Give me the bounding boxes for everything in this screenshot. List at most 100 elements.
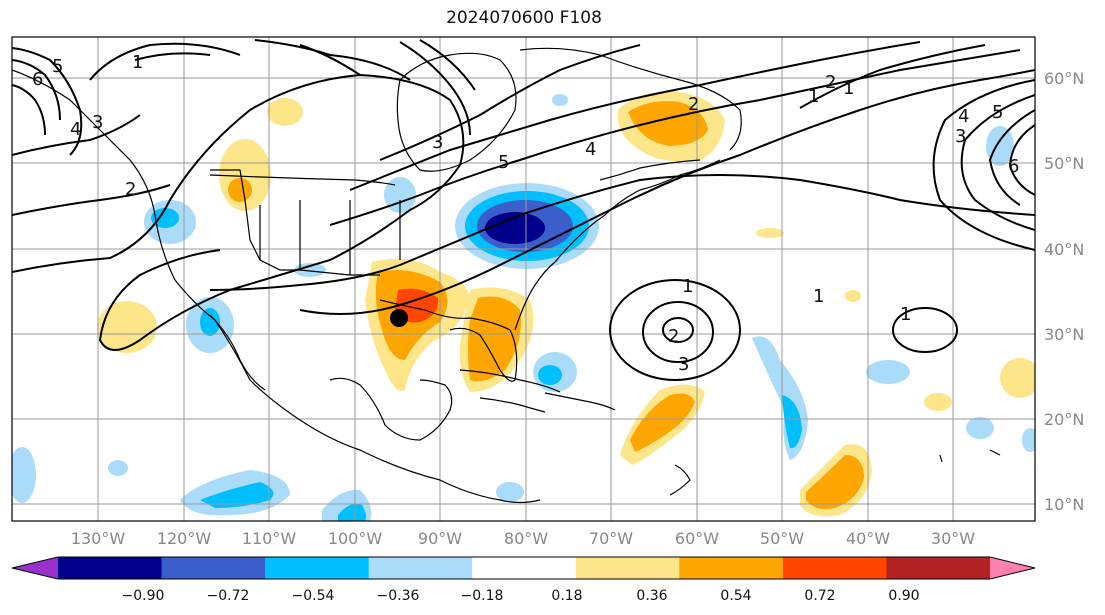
contour-label: 1	[682, 276, 693, 297]
colorbar-cell	[782, 557, 887, 579]
lat-label: 50°N	[1044, 154, 1084, 173]
lon-label: 130°W	[71, 529, 126, 548]
neg-anomaly-small-b	[496, 482, 524, 502]
contour-label: 4	[585, 139, 596, 160]
colorbar-cell	[472, 557, 577, 579]
contour-label: 5	[498, 152, 509, 173]
contour-label: 1	[843, 78, 854, 99]
lat-label: 60°N	[1044, 69, 1084, 88]
lat-label: 10°N	[1044, 495, 1084, 514]
colorbar-cell	[886, 557, 991, 579]
map-frame	[11, 36, 1036, 522]
lon-label: 90°W	[418, 529, 462, 548]
contour-label: 3	[432, 132, 443, 153]
pos-anomaly-small-b	[845, 290, 861, 302]
longitude-labels: 130°W 120°W 110°W 100°W 90°W 80°W 70°W 6…	[71, 529, 975, 548]
contour-label: 1	[808, 86, 819, 107]
contour-label: 3	[955, 126, 966, 147]
colorbar-cell	[368, 557, 473, 579]
lon-label: 40°W	[846, 529, 890, 548]
neg-anomaly-baja	[200, 308, 220, 336]
colorbar-tick: 0.72	[804, 588, 835, 604]
lon-label: 110°W	[242, 529, 297, 548]
neg-anomaly-small-f	[552, 94, 568, 106]
colorbar-cells	[12, 557, 1035, 579]
contour-label: 1	[900, 304, 911, 325]
colorbar-extend-low	[12, 557, 58, 579]
neg-anomaly-small-c	[866, 360, 910, 384]
colorbar-labels: −0.90 −0.72 −0.54 −0.36 −0.18 0.18 0.36 …	[122, 588, 920, 604]
colorbar: −0.90 −0.72 −0.54 −0.36 −0.18 0.18 0.36 …	[11, 556, 1036, 604]
lat-label: 20°N	[1044, 410, 1084, 429]
pos-anomaly-atlantic	[630, 393, 695, 452]
colorbar-cell	[265, 557, 370, 579]
colorbar-tick: 0.18	[551, 588, 582, 604]
storm-center-marker	[390, 309, 408, 327]
colorbar-cell	[58, 557, 163, 579]
neg-anomaly-northeast-core	[485, 212, 545, 244]
colorbar-cell	[161, 557, 266, 579]
pos-anomaly-small-a	[756, 228, 784, 238]
pos-anomaly-labrador	[628, 101, 708, 146]
colorbar-tick: 0.90	[888, 588, 919, 604]
latitude-labels: 60°N 50°N 40°N 30°N 20°N 10°N	[1044, 69, 1084, 514]
lon-label: 30°W	[931, 529, 975, 548]
colorbar-tick: 0.54	[720, 588, 751, 604]
contour-label: 5	[52, 56, 63, 77]
contour-label: 6	[1008, 156, 1019, 177]
neg-anomaly-central-america	[338, 503, 366, 521]
contour-label: 2	[688, 94, 699, 115]
contour-label: 2	[125, 179, 136, 200]
colorbar-cell	[679, 557, 784, 579]
pos-anomaly-east	[1000, 358, 1035, 398]
contour-label: 1	[813, 286, 824, 307]
colorbar-tick: −0.54	[292, 588, 335, 604]
lon-label: 70°W	[589, 529, 633, 548]
map-title: 2024070600 F108	[446, 8, 602, 28]
contour-label: 4	[70, 119, 81, 140]
neg-anomaly-pacific-nw	[151, 208, 179, 228]
contour-label: 5	[992, 102, 1003, 123]
contour-label: 3	[678, 354, 689, 375]
neg-anomaly-pacific-south	[200, 482, 274, 508]
lon-label: 100°W	[328, 529, 383, 548]
contour-label: 2	[668, 326, 679, 347]
lon-label: 60°W	[675, 529, 719, 548]
contour-label: 1	[132, 52, 143, 73]
colorbar-outline	[11, 556, 1036, 580]
neg-anomaly-small-a	[108, 460, 128, 476]
lat-label: 30°N	[1044, 325, 1084, 344]
neg-anomaly-small-e	[1022, 428, 1035, 452]
colorbar-extend-high	[990, 557, 1035, 579]
neg-anomaly-far-west	[12, 447, 36, 503]
lon-label: 120°W	[157, 529, 212, 548]
lat-label: 40°N	[1044, 240, 1084, 259]
contours	[12, 39, 1035, 381]
neg-anomaly-midatlantic	[782, 395, 802, 449]
pos-anomaly-florida	[468, 296, 521, 382]
pos-anomaly-small-c	[924, 393, 952, 411]
neg-anomaly-bahamas	[538, 365, 562, 385]
lon-label: 80°W	[504, 529, 548, 548]
anomaly-shading	[12, 91, 1035, 521]
pos-anomaly-canada	[267, 98, 303, 126]
pos-anomaly-pacific	[97, 301, 157, 353]
coastlines	[12, 47, 1001, 504]
colorbar-tick: −0.36	[377, 588, 420, 604]
pos-anomaly-tropical	[806, 455, 864, 509]
colorbar-tick: −0.90	[122, 588, 165, 604]
contour-label: 4	[958, 106, 969, 127]
colorbar-tick: −0.72	[207, 588, 250, 604]
neg-anomaly-north-atlantic	[986, 126, 1014, 166]
contour-label: 6	[32, 69, 43, 90]
contour-label-group: 1 2 3 4 5 6 1 2 3 4 5 6 1 2 3 5 4 1 2 3 …	[32, 52, 1019, 375]
neg-anomaly-small-d	[966, 417, 994, 439]
map-background	[12, 37, 1035, 521]
lon-label: 50°W	[760, 529, 804, 548]
colorbar-tick: −0.18	[461, 588, 504, 604]
contour-label: 2	[825, 72, 836, 93]
neg-anomaly-plains	[384, 177, 416, 213]
contour-label: 3	[92, 112, 103, 133]
pos-anomaly-rockies	[228, 178, 252, 202]
